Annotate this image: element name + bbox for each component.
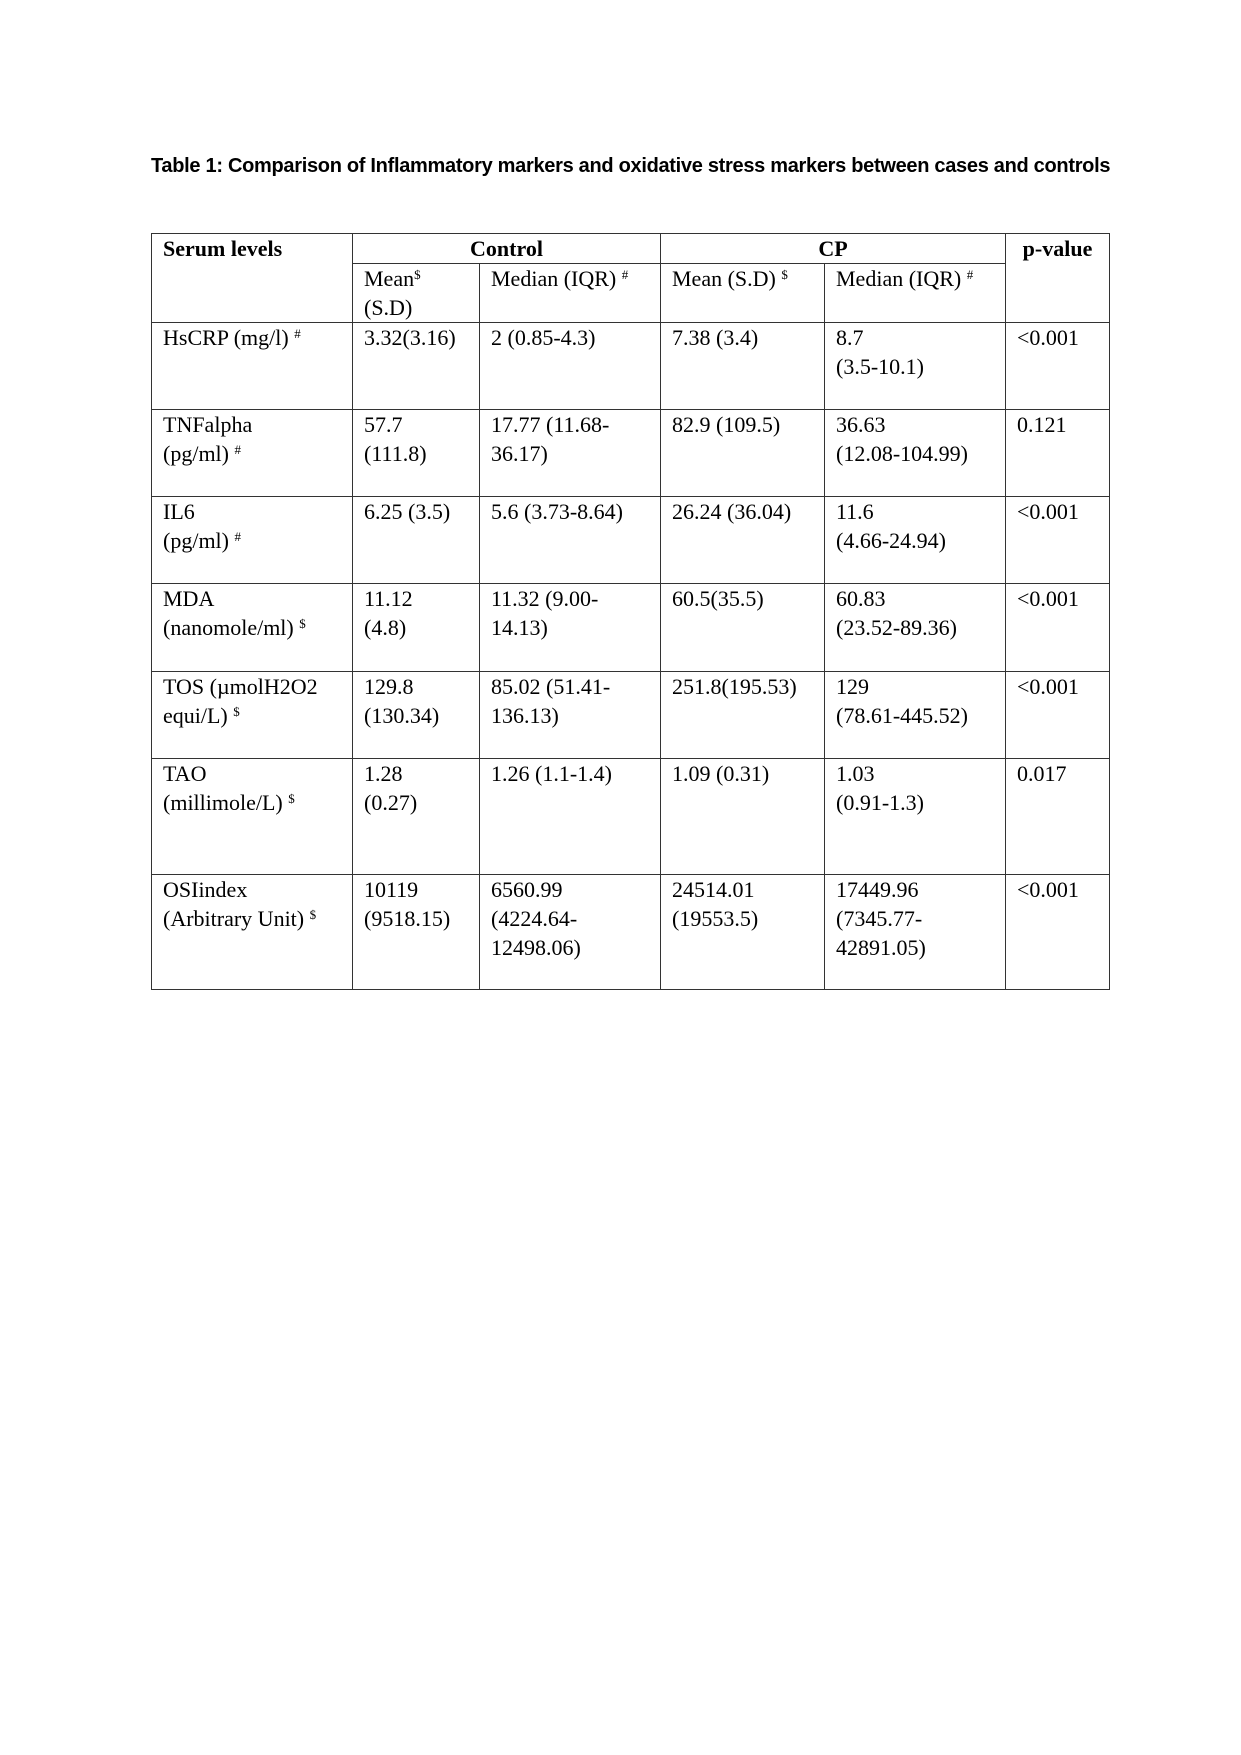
row-label: HsCRP (mg/l) # bbox=[151, 322, 353, 410]
control-mean-cell: 6.25 (3.5) bbox=[352, 496, 480, 584]
table-row: IL6 (pg/ml) #6.25 (3.5) 5.6 (3.73-8.64) 26.… bbox=[151, 496, 1110, 584]
p-value-cell: <0.001 bbox=[1005, 322, 1110, 410]
header-cp-mean: Mean (S.D) $ bbox=[660, 263, 825, 323]
control-median-cell: 85.02 (51.41- 136.13) bbox=[479, 671, 661, 759]
row-label: TAO (millimole/L) $ bbox=[151, 758, 353, 875]
table-title: Table 1: Comparison of Inflammatory mark… bbox=[151, 155, 1111, 177]
control-median-cell: 17.77 (11.68- 36.17) bbox=[479, 409, 661, 497]
row-label: TOS (µmolH2O2 equi/L) $ bbox=[151, 671, 353, 759]
cp-mean-cell: 26.24 (36.04) bbox=[660, 496, 825, 584]
control-median-cell: 5.6 (3.73-8.64) bbox=[479, 496, 661, 584]
p-value-cell: <0.001 bbox=[1005, 671, 1110, 759]
table-row: TAO (millimole/L) $1.28 (0.27) 1.26 (1.1-1.… bbox=[151, 758, 1110, 875]
p-value-cell: 0.121 bbox=[1005, 409, 1110, 497]
control-mean-cell: 10119 (9518.15) bbox=[352, 874, 480, 990]
cp-mean-cell: 7.38 (3.4) bbox=[660, 322, 825, 410]
table-row: TOS (µmolH2O2 equi/L) $129.8 (130.34) 85.02… bbox=[151, 671, 1110, 759]
cp-mean-cell: 24514.01 (19553.5) bbox=[660, 874, 825, 990]
row-label: IL6 (pg/ml) # bbox=[151, 496, 353, 584]
cp-median-cell: 11.6 (4.66-24.94) bbox=[824, 496, 1006, 584]
cp-mean-cell: 82.9 (109.5) bbox=[660, 409, 825, 497]
cp-median-cell: 36.63 (12.08-104.99) bbox=[824, 409, 1006, 497]
cp-mean-cell: 251.8(195.53) bbox=[660, 671, 825, 759]
control-median-cell: 2 (0.85-4.3) bbox=[479, 322, 661, 410]
table-row: TNFalpha (pg/ml) #57.7 (111.8) 17.77 (11.68… bbox=[151, 409, 1110, 497]
header-control: Control bbox=[352, 233, 661, 264]
p-value-cell: <0.001 bbox=[1005, 583, 1110, 672]
control-mean-cell: 129.8 (130.34) bbox=[352, 671, 480, 759]
p-value-cell: 0.017 bbox=[1005, 758, 1110, 875]
cp-median-cell: 17449.96 (7345.77- 42891.05) bbox=[824, 874, 1006, 990]
control-median-cell: 6560.99 (4224.64- 12498.06) bbox=[479, 874, 661, 990]
table-row: MDA (nanomole/ml) $11.12 (4.8) 11.32 (9.00-… bbox=[151, 583, 1110, 672]
cp-median-cell: 1.03 (0.91-1.3) bbox=[824, 758, 1006, 875]
header-control-median: Median (IQR) # bbox=[479, 263, 661, 323]
cp-mean-cell: 60.5(35.5) bbox=[660, 583, 825, 672]
comparison-table: Serum levels Control CP p-value Mean$ (S.… bbox=[151, 233, 1110, 990]
control-mean-cell: 11.12 (4.8) bbox=[352, 583, 480, 672]
control-mean-cell: 57.7 (111.8) bbox=[352, 409, 480, 497]
cp-median-cell: 60.83 (23.52-89.36) bbox=[824, 583, 1006, 672]
header-control-mean: Mean$ (S.D) bbox=[352, 263, 480, 323]
header-p-value: p-value bbox=[1005, 233, 1110, 323]
control-mean-cell: 3.32(3.16) bbox=[352, 322, 480, 410]
table-row: OSIindex (Arbitrary Unit) $10119 (9518.15)… bbox=[151, 874, 1110, 990]
control-mean-cell: 1.28 (0.27) bbox=[352, 758, 480, 875]
row-label: OSIindex (Arbitrary Unit) $ bbox=[151, 874, 353, 990]
table-row: HsCRP (mg/l) #3.32(3.16) 2 (0.85-4.3) 7.38… bbox=[151, 322, 1110, 410]
cp-mean-cell: 1.09 (0.31) bbox=[660, 758, 825, 875]
header-cp: CP bbox=[660, 233, 1006, 264]
cp-median-cell: 129 (78.61-445.52) bbox=[824, 671, 1006, 759]
cp-median-cell: 8.7 (3.5-10.1) bbox=[824, 322, 1006, 410]
header-serum-levels: Serum levels bbox=[151, 233, 353, 323]
header-cp-median: Median (IQR) # bbox=[824, 263, 1006, 323]
control-median-cell: 1.26 (1.1-1.4) bbox=[479, 758, 661, 875]
p-value-cell: <0.001 bbox=[1005, 496, 1110, 584]
control-median-cell: 11.32 (9.00- 14.13) bbox=[479, 583, 661, 672]
row-label: TNFalpha (pg/ml) # bbox=[151, 409, 353, 497]
row-label: MDA (nanomole/ml) $ bbox=[151, 583, 353, 672]
p-value-cell: <0.001 bbox=[1005, 874, 1110, 990]
